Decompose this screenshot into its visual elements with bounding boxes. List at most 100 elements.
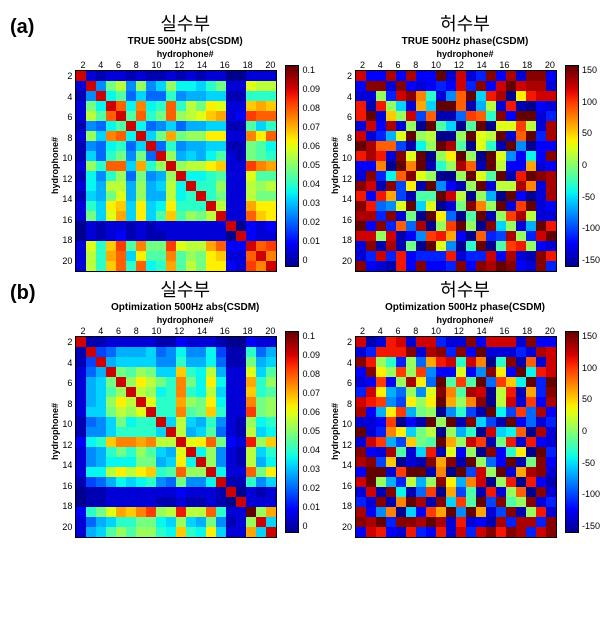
colorbar-tick: -100 [582,489,600,499]
x-tick: 16 [220,326,230,336]
x-tick: 8 [134,60,139,70]
colorbar-tick: 50 [582,394,600,404]
heatmap-wrap: 2468101214161820 [75,326,277,538]
heatmap-wrap: 2468101214161820 [75,60,277,272]
colorbar-tick: 0.09 [302,84,320,94]
colorbar-ticks: 0.10.090.080.070.060.050.040.030.020.010 [302,331,320,531]
colorbar-tick: 0.1 [302,331,320,341]
colorbar-ticks: 0.10.090.080.070.060.050.040.030.020.010 [302,65,320,265]
y-tick: 6 [62,378,72,388]
colorbar-tick: 0.04 [302,445,320,455]
colorbar-tick: 0.07 [302,388,320,398]
y-tick: 20 [342,256,352,266]
y-tick: 14 [342,194,352,204]
panel-b-abs: 실수부Optimization 500Hz abs(CSDM)hydrophon… [50,276,320,538]
y-tick: 10 [342,419,352,429]
y-tick: 16 [62,481,72,491]
y-tick: 8 [62,133,72,143]
x-tick: 12 [174,60,184,70]
x-tick: 14 [477,60,487,70]
y-tick: 6 [342,112,352,122]
colorbar-tick: 0.05 [302,160,320,170]
x-ticks: 2468101214161820 [355,326,555,336]
subtitle: TRUE 500Hz phase(CSDM) [402,36,529,47]
x-tick: 14 [197,60,207,70]
colorbar-tick: -150 [582,521,600,531]
panel-a-abs: 실수부TRUE 500Hz abs(CSDM)hydrophone#hydrop… [50,10,320,272]
colorbar-tick: 0.09 [302,350,320,360]
y-tick: 18 [62,235,72,245]
x-tick: 2 [360,60,365,70]
x-tick: 16 [499,60,509,70]
row-a: (a) 실수부TRUE 500Hz abs(CSDM)hydrophone#hy… [10,10,600,272]
figure: (a) 실수부TRUE 500Hz abs(CSDM)hydrophone#hy… [10,10,600,538]
colorbar-tick: 0.08 [302,103,320,113]
x-tick: 10 [431,326,441,336]
colorbar-tick: 50 [582,128,600,138]
y-tick: 16 [62,215,72,225]
x-tick: 2 [80,326,85,336]
y-tick: 10 [62,153,72,163]
x-tick: 4 [98,326,103,336]
colorbar-tick: 0.08 [302,369,320,379]
colorbar-tick: 0 [582,426,600,436]
heatmap [355,70,557,272]
x-axis-label: hydrophone# [157,49,214,59]
y-ticks: 2468101214161820 [62,332,72,532]
y-tick: 8 [342,133,352,143]
y-ticks: 2468101214161820 [62,66,72,266]
y-tick: 12 [342,174,352,184]
x-ticks: 2468101214161820 [75,326,275,336]
colorbar-tick: 0.01 [302,502,320,512]
y-tick: 14 [62,194,72,204]
y-tick: 10 [342,153,352,163]
colorbar: 0.10.090.080.070.060.050.040.030.020.010 [285,331,320,533]
x-ticks: 2468101214161820 [75,60,275,70]
x-tick: 6 [396,326,401,336]
x-tick: 18 [243,326,253,336]
colorbar: 150100500-50-100-150 [565,65,600,267]
x-tick: 12 [454,326,464,336]
y-ticks: 2468101214161820 [342,66,352,266]
y-tick: 16 [342,481,352,491]
x-tick: 20 [545,60,555,70]
colorbar-tick: 0.07 [302,122,320,132]
y-tick: 20 [62,522,72,532]
x-axis-label: hydrophone# [436,49,493,59]
y-tick: 2 [342,71,352,81]
x-tick: 16 [220,60,230,70]
y-axis-label: hydrophone# [330,403,340,460]
colorbar-gradient [285,65,299,267]
y-tick: 4 [62,92,72,102]
x-tick: 8 [413,60,418,70]
x-tick: 14 [477,326,487,336]
colorbar-tick: 0 [302,255,320,265]
heatmap-wrap: 2468101214161820 [355,60,557,272]
y-tick: 6 [62,112,72,122]
x-tick: 4 [378,60,383,70]
y-tick: 8 [342,399,352,409]
korean-title: 실수부 [160,276,210,302]
y-tick: 4 [62,358,72,368]
y-tick: 10 [62,419,72,429]
x-tick: 12 [454,60,464,70]
plot-area: hydrophone#24681012141618202468101214161… [50,326,320,538]
korean-title: 허수부 [440,276,490,302]
x-tick: 20 [265,326,275,336]
y-axis-label: hydrophone# [50,137,60,194]
y-tick: 16 [342,215,352,225]
colorbar-tick: 0.01 [302,236,320,246]
x-tick: 18 [243,60,253,70]
subtitle: Optimization 500Hz phase(CSDM) [385,302,545,313]
heatmap [75,336,277,538]
colorbar-tick: -50 [582,192,600,202]
x-tick: 18 [522,60,532,70]
y-tick: 2 [62,71,72,81]
colorbar: 0.10.090.080.070.060.050.040.030.020.010 [285,65,320,267]
colorbar-tick: 150 [582,331,600,341]
heatmap [75,70,277,272]
y-ticks: 2468101214161820 [342,332,352,532]
colorbar-tick: -150 [582,255,600,265]
x-tick: 6 [116,326,121,336]
y-tick: 20 [62,256,72,266]
